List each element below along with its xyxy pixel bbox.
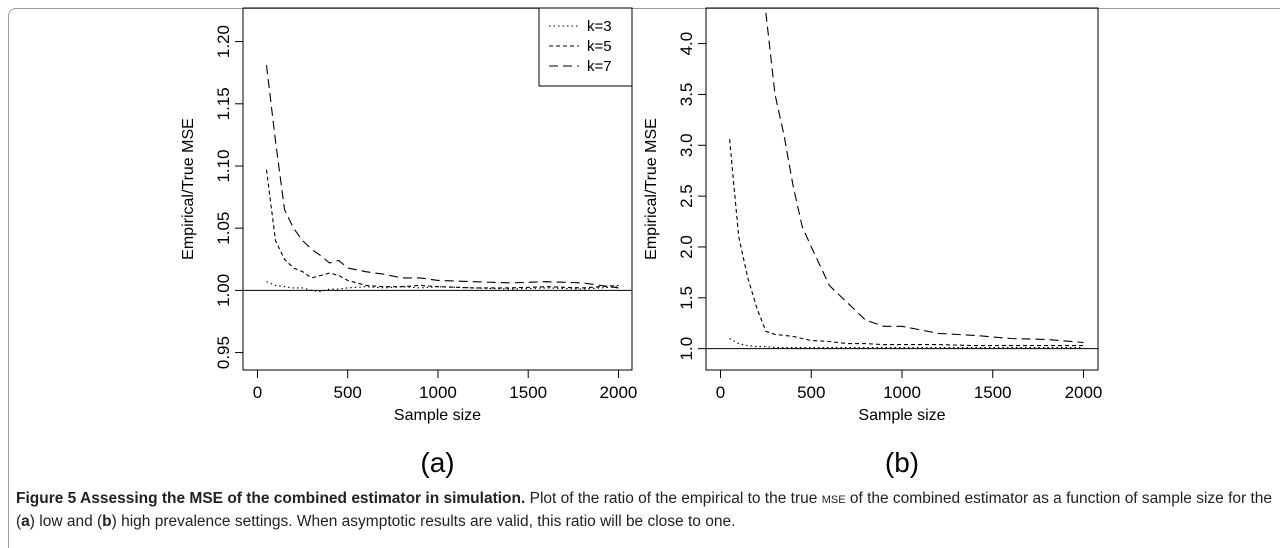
series-line	[764, 8, 1084, 344]
caption-text: Plot of the ratio of the empirical to th…	[529, 490, 818, 507]
caption-title: Figure 5 Assessing the MSE of the combin…	[16, 490, 526, 507]
caption-ref: a	[21, 513, 30, 530]
y-tick-label: 1.05	[214, 212, 233, 245]
caption: Figure 5 Assessing the MSE of the combin…	[16, 488, 1276, 533]
figure-frame	[8, 8, 1280, 548]
x-tick-label: 1500	[509, 383, 547, 402]
x-tick-label: 500	[797, 383, 825, 402]
legend-label: k=3	[587, 18, 612, 35]
y-tick-label: 1.5	[677, 286, 696, 310]
x-axis-title: Sample size	[394, 407, 481, 424]
x-tick-label: 0	[253, 383, 262, 402]
plot-area	[706, 8, 1098, 350]
y-tick-label: 4.0	[677, 32, 696, 56]
y-axis-title: Empirical/True MSE	[180, 118, 197, 260]
figure: 0 500 1000 1500 20000.951.001.051.101.151.20…	[180, 7, 1103, 478]
legend-box	[538, 7, 633, 87]
panel-label: (b)	[885, 447, 919, 478]
plot-frame	[705, 7, 1099, 371]
caption-ref: b	[102, 513, 112, 530]
y-tick-label: 0.95	[214, 336, 233, 369]
series-line	[729, 338, 1084, 349]
legend-label: k=7	[587, 58, 612, 75]
series-line	[265, 65, 619, 289]
panel-label: (a)	[420, 447, 454, 478]
caption-text: of the combined estimator as a function …	[16, 490, 1273, 530]
x-axis-title: Sample size	[858, 407, 945, 424]
y-tick-label: 1.15	[214, 87, 233, 120]
series-line	[265, 169, 619, 289]
plot-area	[243, 65, 632, 293]
x-tick-label: 1000	[883, 383, 921, 402]
y-axis-title: Empirical/True MSE	[643, 118, 660, 260]
series-line	[266, 281, 619, 293]
y-tick-label: 2.5	[677, 184, 696, 208]
y-tick-label: 2.0	[677, 235, 696, 259]
caption-text: ) low and (	[29, 513, 103, 530]
x-tick-label: 500	[334, 383, 362, 402]
y-tick-label: 3.0	[677, 133, 696, 157]
series-line	[729, 139, 1084, 347]
caption-text: ) high prevalence settings. When asympto…	[111, 513, 736, 530]
y-tick-label: 1.0	[677, 337, 696, 361]
legend-label: k=5	[587, 38, 612, 55]
y-tick-label: 1.10	[214, 149, 233, 182]
y-tick-label: 3.5	[677, 83, 696, 107]
y-tick-label: 1.00	[214, 274, 233, 307]
y-tick-label: 1.20	[214, 25, 233, 58]
x-tick-label: 1500	[974, 383, 1012, 402]
x-tick-label: 2000	[600, 383, 638, 402]
x-tick-label: 2000	[1065, 383, 1103, 402]
x-tick-label: 0	[716, 383, 725, 402]
x-tick-label: 1000	[419, 383, 457, 402]
caption-abbr: MSE	[821, 494, 846, 506]
